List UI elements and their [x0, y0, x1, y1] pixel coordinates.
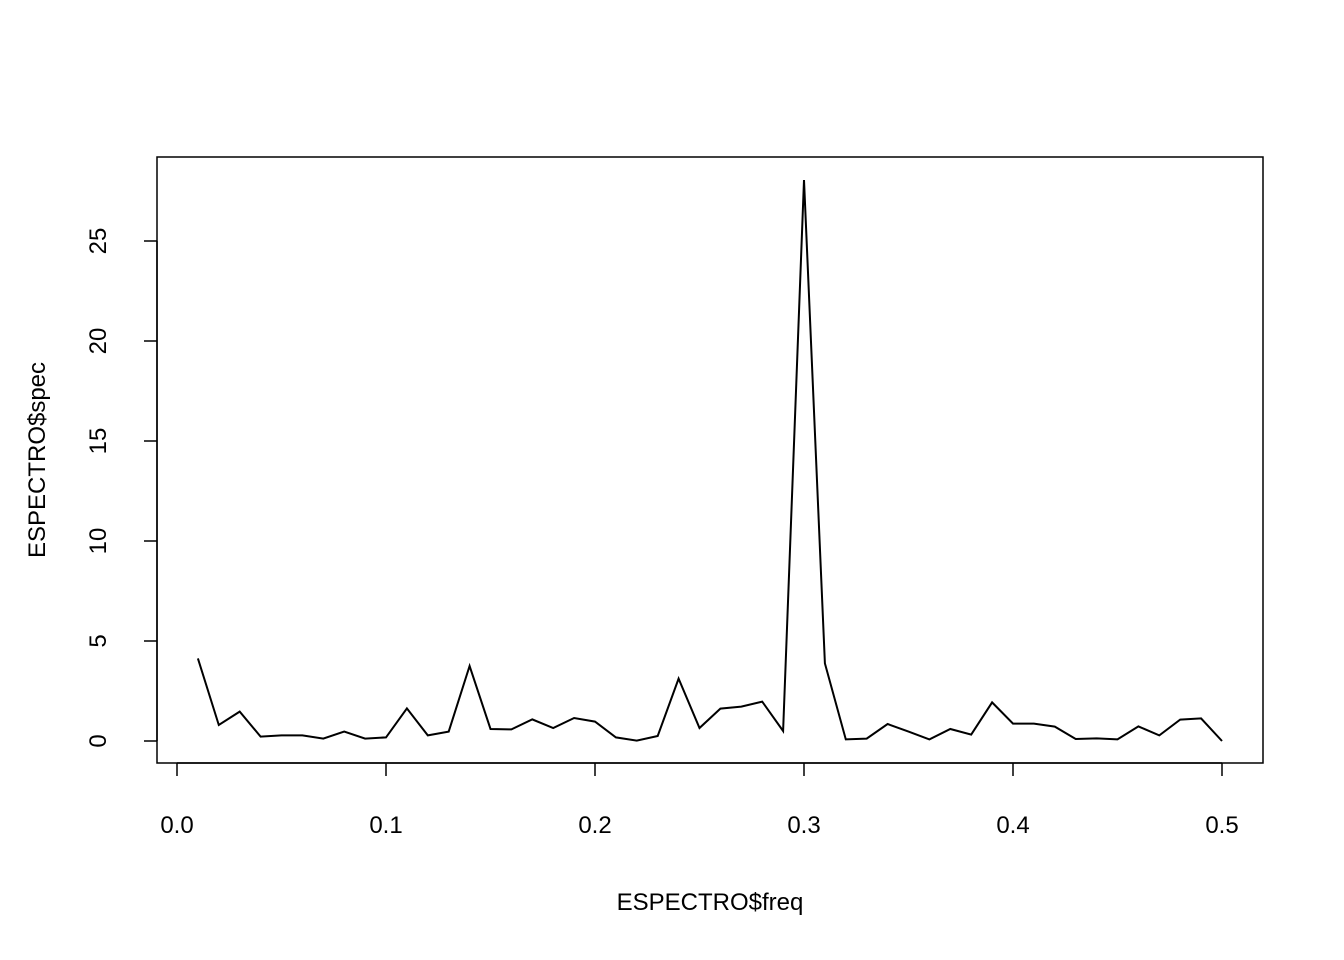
y-axis: 0 5 10 15 20 25	[85, 228, 158, 748]
series-line	[196, 179, 1223, 742]
y-axis-label: ESPECTRO$spec	[24, 362, 51, 558]
y-tick-label: 20	[85, 328, 112, 355]
x-tick-label: 0.3	[787, 812, 820, 839]
x-axis: 0.0 0.1 0.2 0.3 0.4 0.5	[160, 762, 1239, 839]
plot-box	[156, 156, 1264, 764]
x-tick-label: 0.5	[1205, 812, 1238, 839]
y-tick-label: 15	[85, 428, 112, 455]
x-tick-label: 0.4	[996, 812, 1029, 839]
y-tick-label: 0	[85, 734, 112, 747]
x-tick-label: 0.0	[160, 812, 193, 839]
x-tick-label: 0.1	[369, 812, 402, 839]
x-axis-label: ESPECTRO$freq	[617, 889, 804, 916]
y-tick-label: 25	[85, 228, 112, 255]
x-tick-label: 0.2	[578, 812, 611, 839]
y-tick-label: 5	[85, 634, 112, 647]
y-tick-label: 10	[85, 528, 112, 555]
